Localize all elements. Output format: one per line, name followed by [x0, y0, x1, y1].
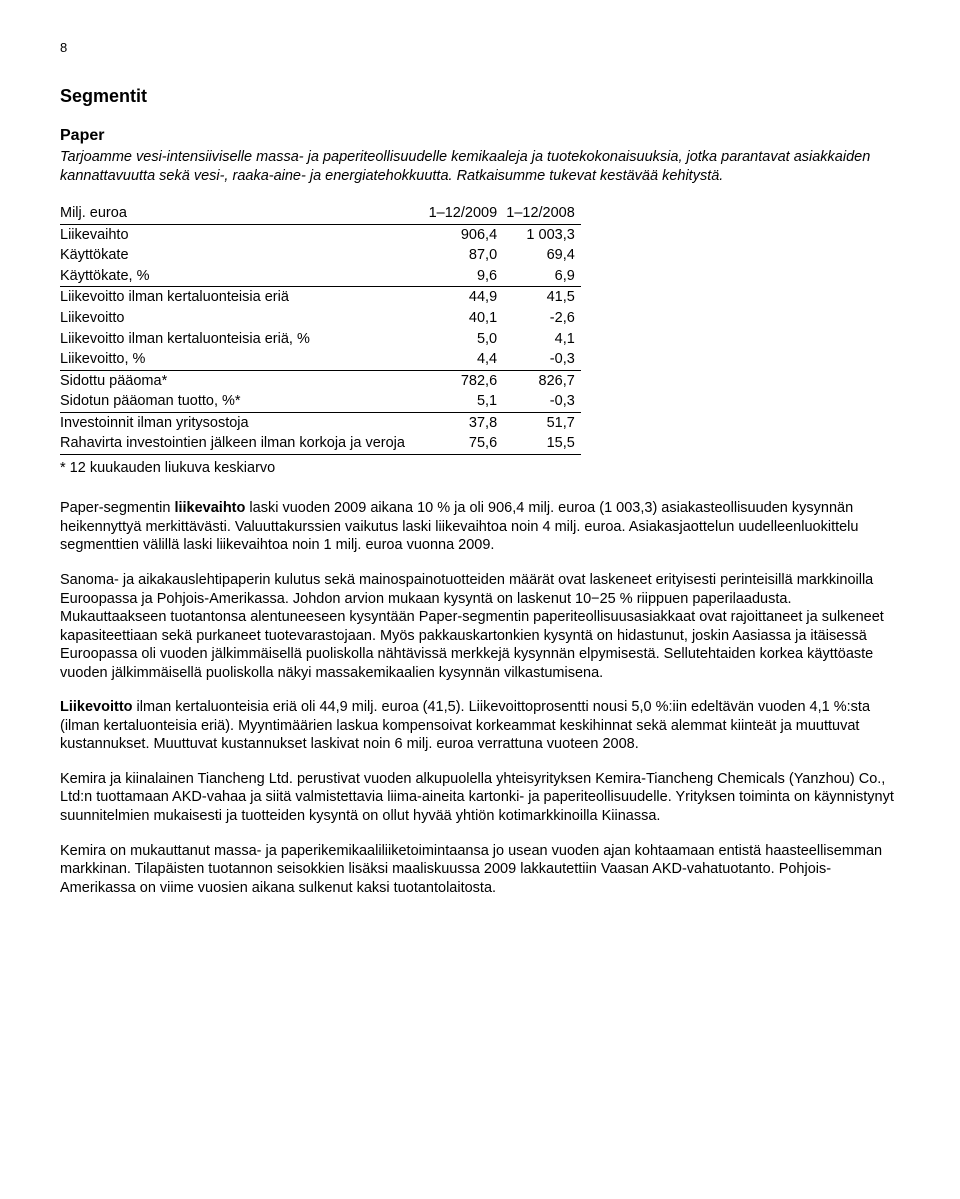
- row-value-2: -2,6: [503, 308, 581, 329]
- row-label: Liikevoitto, %: [60, 349, 426, 370]
- row-value-1: 4,4: [426, 349, 504, 370]
- table-row: Liikevoitto ilman kertaluonteisia eriä44…: [60, 287, 581, 308]
- row-value-1: 75,6: [426, 433, 504, 454]
- table-row: Käyttökate87,069,4: [60, 245, 581, 266]
- table-row: Liikevaihto906,41 003,3: [60, 224, 581, 245]
- row-label: Liikevaihto: [60, 224, 426, 245]
- row-label: Liikevoitto: [60, 308, 426, 329]
- paragraph-restructure: Kemira on mukauttanut massa- ja paperike…: [60, 842, 900, 898]
- paragraph-market: Sanoma- ja aikakauslehtipaperin kulutus …: [60, 571, 900, 682]
- row-value-2: 826,7: [503, 370, 581, 391]
- row-value-1: 5,0: [426, 329, 504, 350]
- row-value-2: 41,5: [503, 287, 581, 308]
- row-value-2: 69,4: [503, 245, 581, 266]
- row-value-1: 9,6: [426, 266, 504, 287]
- table-row: Liikevoitto40,1-2,6: [60, 308, 581, 329]
- table-row: Liikevoitto ilman kertaluonteisia eriä, …: [60, 329, 581, 350]
- heading-segments: Segmentit: [60, 85, 900, 108]
- row-value-2: 4,1: [503, 329, 581, 350]
- row-value-1: 44,9: [426, 287, 504, 308]
- row-value-1: 5,1: [426, 391, 504, 412]
- table-row: Investoinnit ilman yritysostoja37,851,7: [60, 412, 581, 433]
- intro-paragraph: Tarjoamme vesi-intensiiviselle massa- ja…: [60, 148, 900, 185]
- row-value-2: 6,9: [503, 266, 581, 287]
- row-label: Liikevoitto ilman kertaluonteisia eriä: [60, 287, 426, 308]
- row-value-1: 87,0: [426, 245, 504, 266]
- row-label: Käyttökate, %: [60, 266, 426, 287]
- paragraph-jv: Kemira ja kiinalainen Tiancheng Ltd. per…: [60, 770, 900, 826]
- row-label: Liikevoitto ilman kertaluonteisia eriä, …: [60, 329, 426, 350]
- paragraph-revenue: Paper-segmentin liikevaihto laski vuoden…: [60, 499, 900, 555]
- row-label: Investoinnit ilman yritysostoja: [60, 412, 426, 433]
- table-footnote: * 12 kuukauden liukuva keskiarvo: [60, 459, 900, 478]
- row-value-2: -0,3: [503, 349, 581, 370]
- row-value-2: 51,7: [503, 412, 581, 433]
- row-value-2: 15,5: [503, 433, 581, 454]
- row-label: Sidottu pääoma*: [60, 370, 426, 391]
- bold-liikevoitto: Liikevoitto: [60, 699, 133, 715]
- paragraph-profit: Liikevoitto ilman kertaluonteisia eriä o…: [60, 698, 900, 754]
- row-label: Rahavirta investointien jälkeen ilman ko…: [60, 433, 426, 454]
- row-value-1: 906,4: [426, 224, 504, 245]
- text: Paper-segmentin: [60, 500, 174, 516]
- table-row: Rahavirta investointien jälkeen ilman ko…: [60, 433, 581, 454]
- row-label: Sidotun pääoman tuotto, %*: [60, 391, 426, 412]
- row-value-2: -0,3: [503, 391, 581, 412]
- table-row: Käyttökate, %9,66,9: [60, 266, 581, 287]
- row-value-1: 37,8: [426, 412, 504, 433]
- table-header-col2: 1–12/2008: [503, 203, 581, 224]
- financial-table: Milj. euroa 1–12/2009 1–12/2008 Liikevai…: [60, 203, 581, 455]
- table-row: Sidottu pääoma*782,6826,7: [60, 370, 581, 391]
- page-number: 8: [60, 40, 900, 57]
- bold-liikevaihto: liikevaihto: [174, 500, 245, 516]
- table-header-label: Milj. euroa: [60, 203, 426, 224]
- row-label: Käyttökate: [60, 245, 426, 266]
- table-row: Liikevoitto, %4,4-0,3: [60, 349, 581, 370]
- heading-paper: Paper: [60, 126, 900, 146]
- table-row: Sidotun pääoman tuotto, %*5,1-0,3: [60, 391, 581, 412]
- text: ilman kertaluonteisia eriä oli 44,9 milj…: [60, 699, 870, 752]
- table-header-col1: 1–12/2009: [426, 203, 504, 224]
- row-value-1: 782,6: [426, 370, 504, 391]
- row-value-2: 1 003,3: [503, 224, 581, 245]
- row-value-1: 40,1: [426, 308, 504, 329]
